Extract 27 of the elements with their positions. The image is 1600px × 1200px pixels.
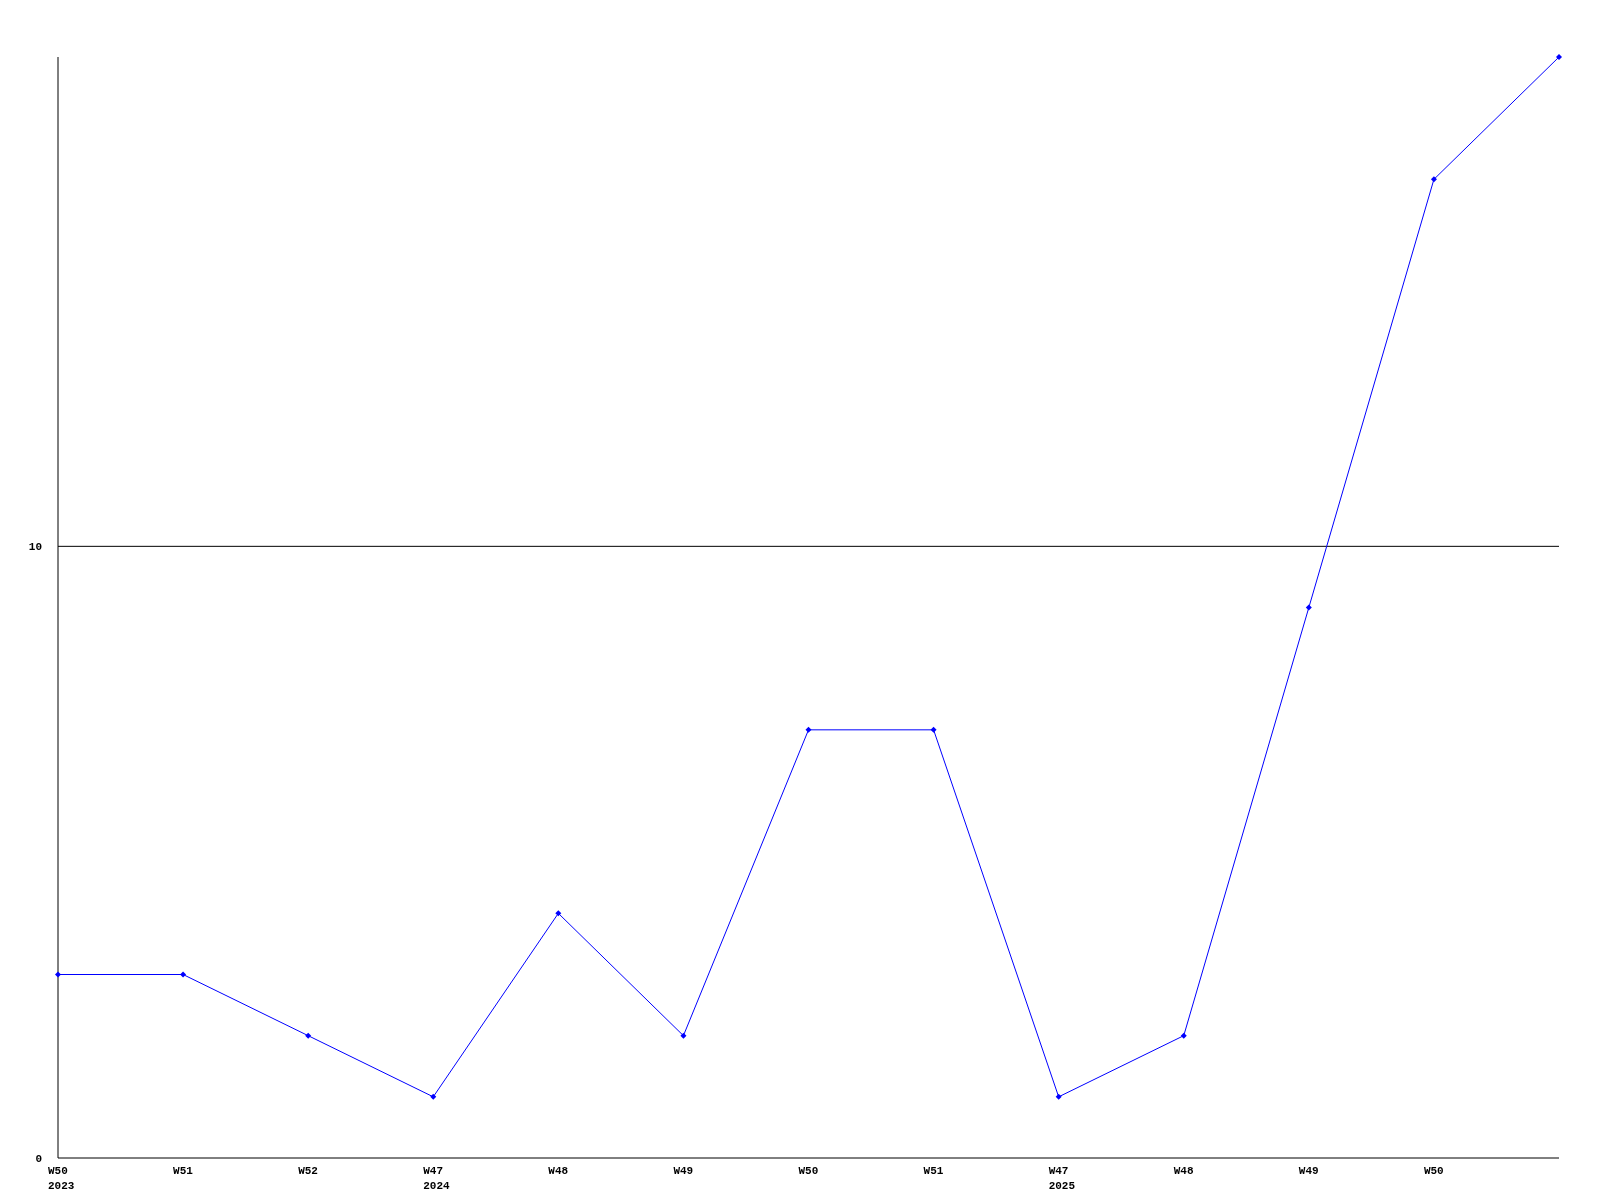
point [305, 1032, 312, 1039]
point [1305, 604, 1312, 611]
x-tick-label: W52 [298, 1165, 318, 1177]
x-tick-label: W51 [923, 1165, 944, 1177]
x-tick-label: W49 [673, 1165, 694, 1177]
x-tick-label: W50 [798, 1165, 819, 1177]
point [180, 971, 187, 978]
point [1055, 1093, 1062, 1100]
y-tick-label: 0 [35, 1152, 42, 1165]
point [430, 1093, 437, 1100]
point [1556, 54, 1562, 60]
point [680, 1032, 687, 1039]
point [1180, 1032, 1187, 1039]
point [805, 726, 812, 733]
y-tick-label: 10 [28, 541, 42, 554]
x-tick-label: W51 [173, 1165, 194, 1177]
x-tick-label: W47 2025 [1048, 1165, 1076, 1192]
point [55, 971, 61, 978]
x-tick-label: W49 [1298, 1165, 1319, 1177]
x-tick-label: W48 [548, 1165, 569, 1177]
point [555, 910, 562, 917]
x-tick-label: W50 [1423, 1165, 1444, 1177]
point [930, 726, 937, 733]
x-tick-label: W47 2024 [423, 1165, 451, 1192]
x-tick-label: W48 [1173, 1165, 1194, 1177]
x-tick-label: W50 2023 [48, 1165, 75, 1192]
point [1430, 176, 1437, 183]
